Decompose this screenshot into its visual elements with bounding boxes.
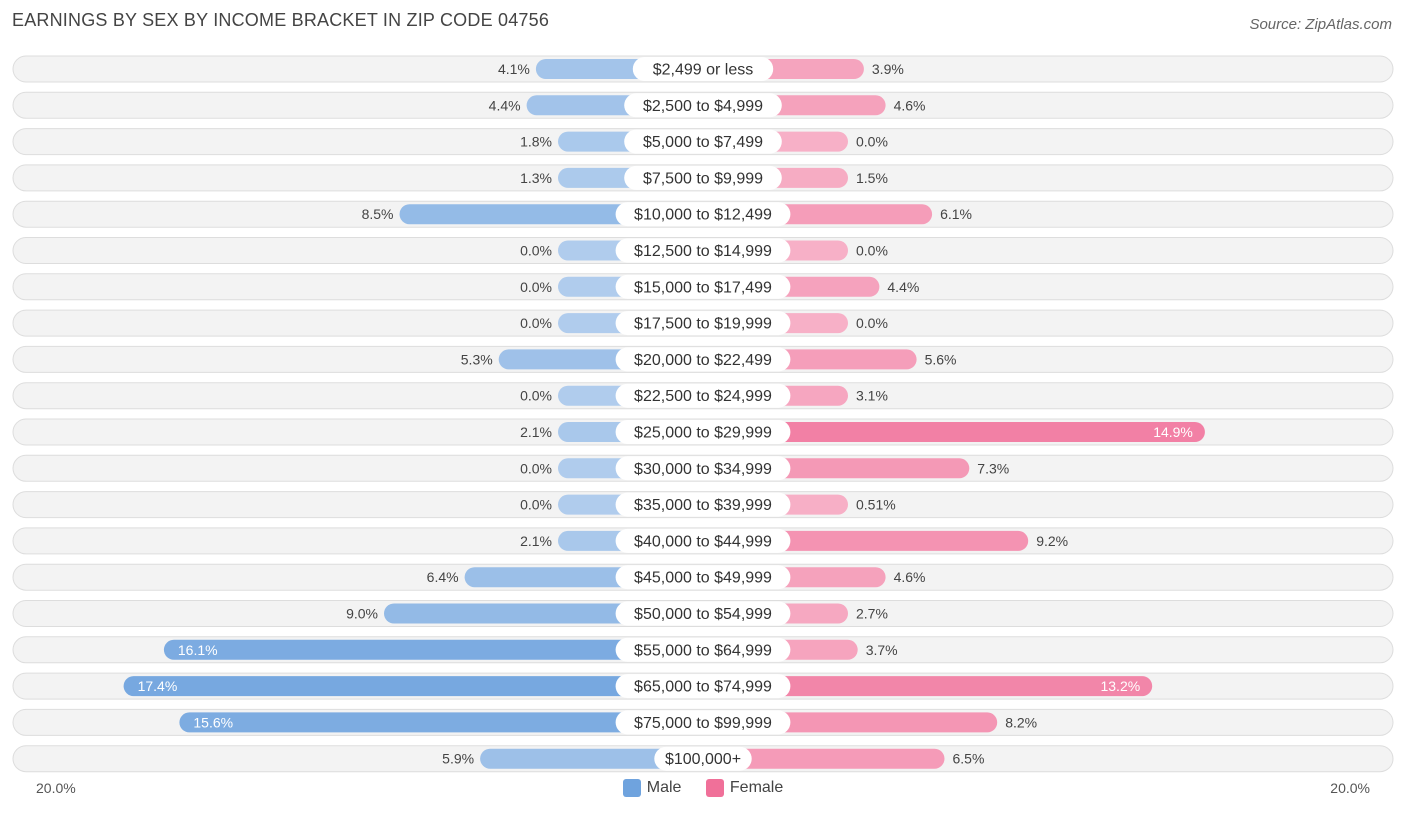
category-label-bg [624,93,782,118]
category-label: $75,000 to $99,999 [634,715,772,732]
value-label-male: 1.3% [520,170,552,186]
category-label: $12,500 to $14,999 [634,243,772,260]
value-label-male: 5.9% [442,751,474,767]
value-label-male: 0.0% [520,497,552,513]
value-label-male: 2.1% [520,424,552,440]
legend-label-male: Male [646,779,682,796]
value-label-male: 5.3% [461,351,493,367]
category-label-bg [615,311,791,336]
value-label-female: 0.51% [856,497,896,513]
value-label-male: 0.0% [520,243,552,259]
category-label: $40,000 to $44,999 [634,533,772,550]
category-label: $5,000 to $7,499 [643,134,763,151]
bar-female [703,676,1153,697]
value-label-female: 4.4% [887,279,919,295]
category-label: $65,000 to $74,999 [634,679,772,696]
value-label-male: 15.6% [193,714,233,730]
legend: Male Female [0,779,1406,802]
category-label-bg [615,347,791,372]
value-label-male: 0.0% [520,279,552,295]
category-label-bg [615,565,791,590]
value-label-female: 3.7% [866,642,898,658]
value-label-male: 0.0% [520,315,552,331]
category-label-bg [615,238,791,263]
legend-swatch-female [705,779,724,797]
category-label: $17,500 to $19,999 [634,316,772,333]
value-label-male: 0.0% [520,460,552,476]
value-label-female: 2.7% [856,606,888,622]
value-label-female: 0.0% [856,315,888,331]
category-label: $2,499 or less [653,62,754,79]
category-label: $25,000 to $29,999 [634,425,772,442]
bar-male [123,676,704,697]
value-label-male: 4.4% [489,97,521,113]
value-label-female: 4.6% [894,569,926,585]
value-label-male: 1.8% [520,134,552,150]
category-label-bg [615,202,791,227]
category-label-bg [615,274,791,299]
category-label-bg [615,674,791,699]
category-label-bg [615,492,791,517]
category-label-bg [632,57,774,81]
legend-item-male[interactable]: Male [622,779,682,797]
category-label-bg [615,420,791,444]
category-label: $35,000 to $39,999 [634,497,772,514]
chart-title: EARNINGS BY SEX BY INCOME BRACKET IN ZIP… [12,10,550,30]
category-label: $45,000 to $49,999 [634,570,772,587]
category-label-bg [624,129,782,154]
value-label-male: 9.0% [346,606,378,622]
bar-female [703,422,1205,442]
value-label-female: 5.6% [925,351,957,367]
axis-label-left: 20.0% [36,780,76,796]
category-label: $15,000 to $17,499 [634,279,772,296]
category-label: $50,000 to $54,999 [634,606,772,623]
bar-male [179,712,703,733]
category-label: $20,000 to $22,499 [634,352,772,369]
value-label-female: 8.2% [1005,714,1037,730]
category-label-bg [615,710,791,735]
category-label: $100,000+ [665,751,741,768]
legend-label-female: Female [729,779,784,796]
value-label-female: 1.5% [856,170,888,186]
value-label-female: 6.5% [953,751,985,767]
category-label-bg [615,528,791,553]
value-label-male: 4.1% [498,61,530,77]
category-label: $2,500 to $4,999 [643,98,763,115]
value-label-female: 4.6% [894,97,926,113]
axis-label-right: 20.0% [1330,780,1370,796]
value-label-male: 17.4% [138,678,178,694]
category-label-bg [624,165,782,190]
value-label-female: 0.0% [856,243,888,259]
value-label-male: 6.4% [427,569,459,585]
value-label-male: 8.5% [362,206,394,222]
value-label-female: 14.9% [1153,424,1193,440]
value-label-female: 9.2% [1036,533,1068,549]
category-label-bg [615,601,791,626]
category-label: $22,500 to $24,999 [634,388,772,405]
value-label-female: 7.3% [977,460,1009,476]
value-label-female: 3.1% [856,388,888,404]
category-label-bg [654,746,752,771]
value-label-female: 13.2% [1100,678,1140,694]
value-label-female: 6.1% [940,206,972,222]
value-label-female: 3.9% [872,61,904,77]
legend-swatch-male [622,779,641,797]
chart-source: Source: ZipAtlas.com [1249,16,1392,33]
value-label-male: 2.1% [520,533,552,549]
bar-male [480,748,703,769]
category-label: $55,000 to $64,999 [634,642,772,659]
bar-male [163,639,703,660]
bar-female [703,748,945,769]
value-label-female: 0.0% [856,134,888,150]
category-label: $30,000 to $34,999 [634,461,772,478]
value-label-male: 0.0% [520,388,552,404]
value-label-male: 16.1% [178,642,218,658]
category-label-bg [615,637,791,662]
category-label-bg [615,456,791,481]
legend-item-female[interactable]: Female [705,779,784,797]
category-label: $7,500 to $9,999 [643,170,763,187]
category-label: $10,000 to $12,499 [634,207,772,224]
category-label-bg [615,383,791,408]
